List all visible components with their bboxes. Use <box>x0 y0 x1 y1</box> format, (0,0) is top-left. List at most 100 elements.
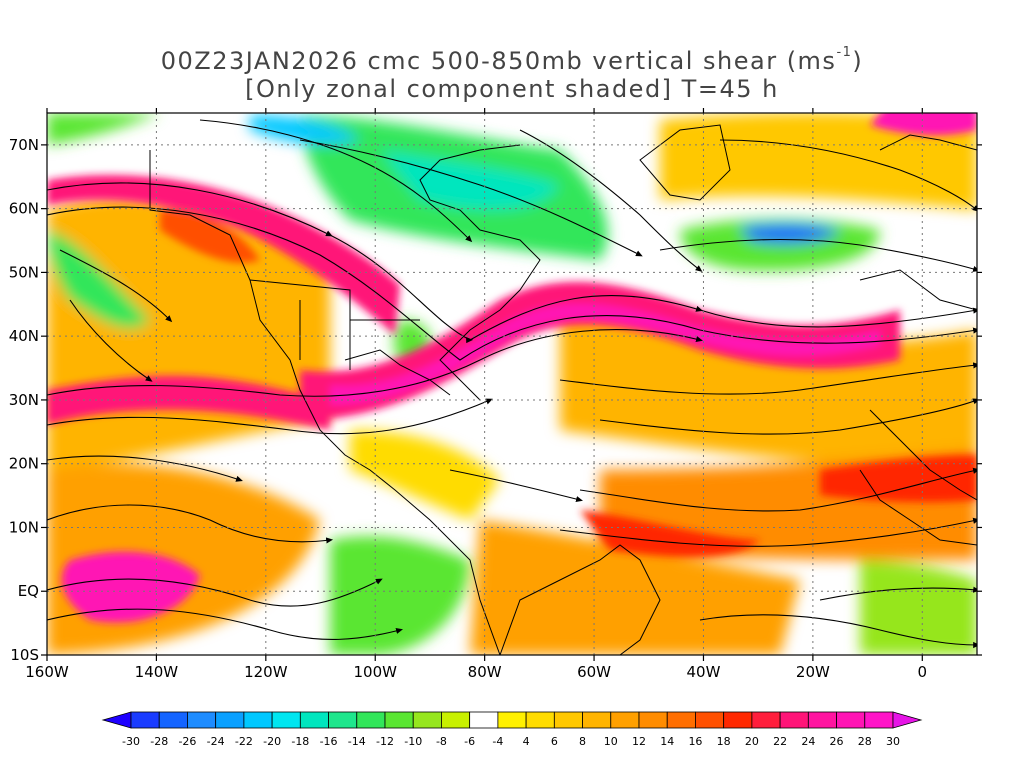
streamline <box>659 239 977 272</box>
colorbar-label: 4 <box>523 735 530 748</box>
streamline <box>579 467 977 512</box>
streamline <box>299 139 643 257</box>
colorbar-swatch <box>299 711 329 729</box>
streamline <box>519 129 703 272</box>
colorbar-swatch <box>638 711 668 729</box>
title-superscript: -1 <box>836 45 853 60</box>
colorbar-label: 24 <box>801 735 815 748</box>
colorbar-label: 20 <box>745 735 759 748</box>
colorbar-arrow-high <box>892 711 923 729</box>
coastline-gulf <box>344 349 451 396</box>
colorbar-swatch <box>779 711 809 729</box>
x-tick-label: 60W <box>577 663 611 681</box>
x-tick-label: 120W <box>244 663 288 681</box>
streamline <box>559 517 977 547</box>
colorbar-swatch <box>807 711 837 729</box>
colorbar-label: -6 <box>464 735 475 748</box>
y-tick-label: 10S <box>10 646 39 664</box>
map-gridlines <box>47 113 977 655</box>
title-text: 00Z23JAN2026 cmc 500-850mb vertical shea… <box>160 47 837 75</box>
colorbar-label: -18 <box>291 735 309 748</box>
colorbar-label: 22 <box>773 735 787 748</box>
colorbar-label: -26 <box>178 735 196 748</box>
y-tick-label: 30N <box>9 391 39 409</box>
x-tick-label: 20W <box>796 663 830 681</box>
colorbar-label: -16 <box>320 735 338 748</box>
streamline <box>47 455 243 482</box>
shading-layer <box>47 113 977 655</box>
coastline-africa-west <box>859 469 977 546</box>
colorbar-swatch <box>582 711 612 729</box>
streamline <box>699 614 977 649</box>
colorbar-swatch <box>356 711 386 729</box>
colorbar-swatch <box>695 711 725 729</box>
colorbar-label: 8 <box>579 735 586 748</box>
colorbar-label: -10 <box>404 735 422 748</box>
colorbar-label: -22 <box>235 735 253 748</box>
colorbar-swatch <box>130 711 160 729</box>
streamline <box>47 206 977 361</box>
colorbar-swatch <box>412 711 442 729</box>
y-axis: 70N 60N 50N 40N 30N 20N 10N EQ 10S <box>9 136 982 664</box>
colorbar-swatch <box>441 711 471 729</box>
streamline <box>69 299 153 382</box>
chart-title-line1: 00Z23JAN2026 cmc 500-850mb vertical shea… <box>0 45 1024 75</box>
y-tick-label: 50N <box>9 263 39 281</box>
streamline <box>819 586 977 601</box>
streamlines <box>47 119 977 649</box>
x-tick-label: 160W <box>25 663 69 681</box>
colorbar-label: -20 <box>263 735 281 748</box>
coastline-americas-west <box>149 150 501 655</box>
x-tick-label: 40W <box>687 663 721 681</box>
streamline <box>449 469 583 503</box>
colorbar-label: -12 <box>376 735 394 748</box>
colorbar-swatch <box>187 711 217 729</box>
y-tick-label: 70N <box>9 136 39 154</box>
coastline-scandinavia <box>879 134 977 151</box>
colorbar-swatch <box>158 711 188 729</box>
streamline <box>47 578 383 607</box>
streamline <box>559 362 977 395</box>
colorbar-swatch <box>469 711 499 729</box>
colorbar-swatch <box>666 711 696 729</box>
x-axis: 160W 140W 120W 100W 80W 60W 40W 20W 0 <box>25 108 927 681</box>
colorbar-label: -14 <box>348 735 366 748</box>
x-tick-label: 140W <box>135 663 179 681</box>
streamline <box>47 182 977 344</box>
colorbar-swatch <box>243 711 273 729</box>
y-tick-label: EQ <box>18 582 39 600</box>
colorbar-label: 16 <box>688 735 702 748</box>
streamline <box>59 249 173 323</box>
colorbar-arrow-low <box>101 711 132 729</box>
colorbar-label: -24 <box>207 735 225 748</box>
colorbar-label: -8 <box>436 735 447 748</box>
streamline <box>199 119 473 243</box>
colorbar-label: 18 <box>717 735 731 748</box>
colorbar-swatch <box>553 711 583 729</box>
colorbar-label: -30 <box>122 735 140 748</box>
colorbar-label: 28 <box>858 735 872 748</box>
colorbar-label: -28 <box>150 735 168 748</box>
colorbar-label: 26 <box>830 735 844 748</box>
y-tick-label: 20N <box>9 455 39 473</box>
colorbar-swatch <box>215 711 245 729</box>
colorbar-swatch <box>864 711 894 729</box>
colorbar: -30 -28 -26 -24 -22 -20 -18 -16 -14 -12 -10 -8 -6 -4 4… <box>101 711 923 748</box>
coastline-greenland <box>639 124 731 201</box>
streamline <box>719 139 977 212</box>
colorbar-swatch <box>271 711 301 729</box>
colorbar-swatch <box>723 711 753 729</box>
y-tick-label: 40N <box>9 327 39 345</box>
x-tick-label: 100W <box>354 663 398 681</box>
colorbar-label: 14 <box>660 735 674 748</box>
coastline-africa-north <box>869 409 977 501</box>
streamline <box>47 608 403 640</box>
y-tick-label: 60N <box>9 200 39 218</box>
colorbar-label: 6 <box>551 735 558 748</box>
colorbar-label: 30 <box>886 735 900 748</box>
streamline <box>47 398 493 435</box>
colorbar-swatch <box>328 711 358 729</box>
streamline <box>47 504 334 544</box>
colorbar-label: -4 <box>492 735 503 748</box>
chart-title-line2: [Only zonal component shaded] T=45 h <box>245 75 779 103</box>
